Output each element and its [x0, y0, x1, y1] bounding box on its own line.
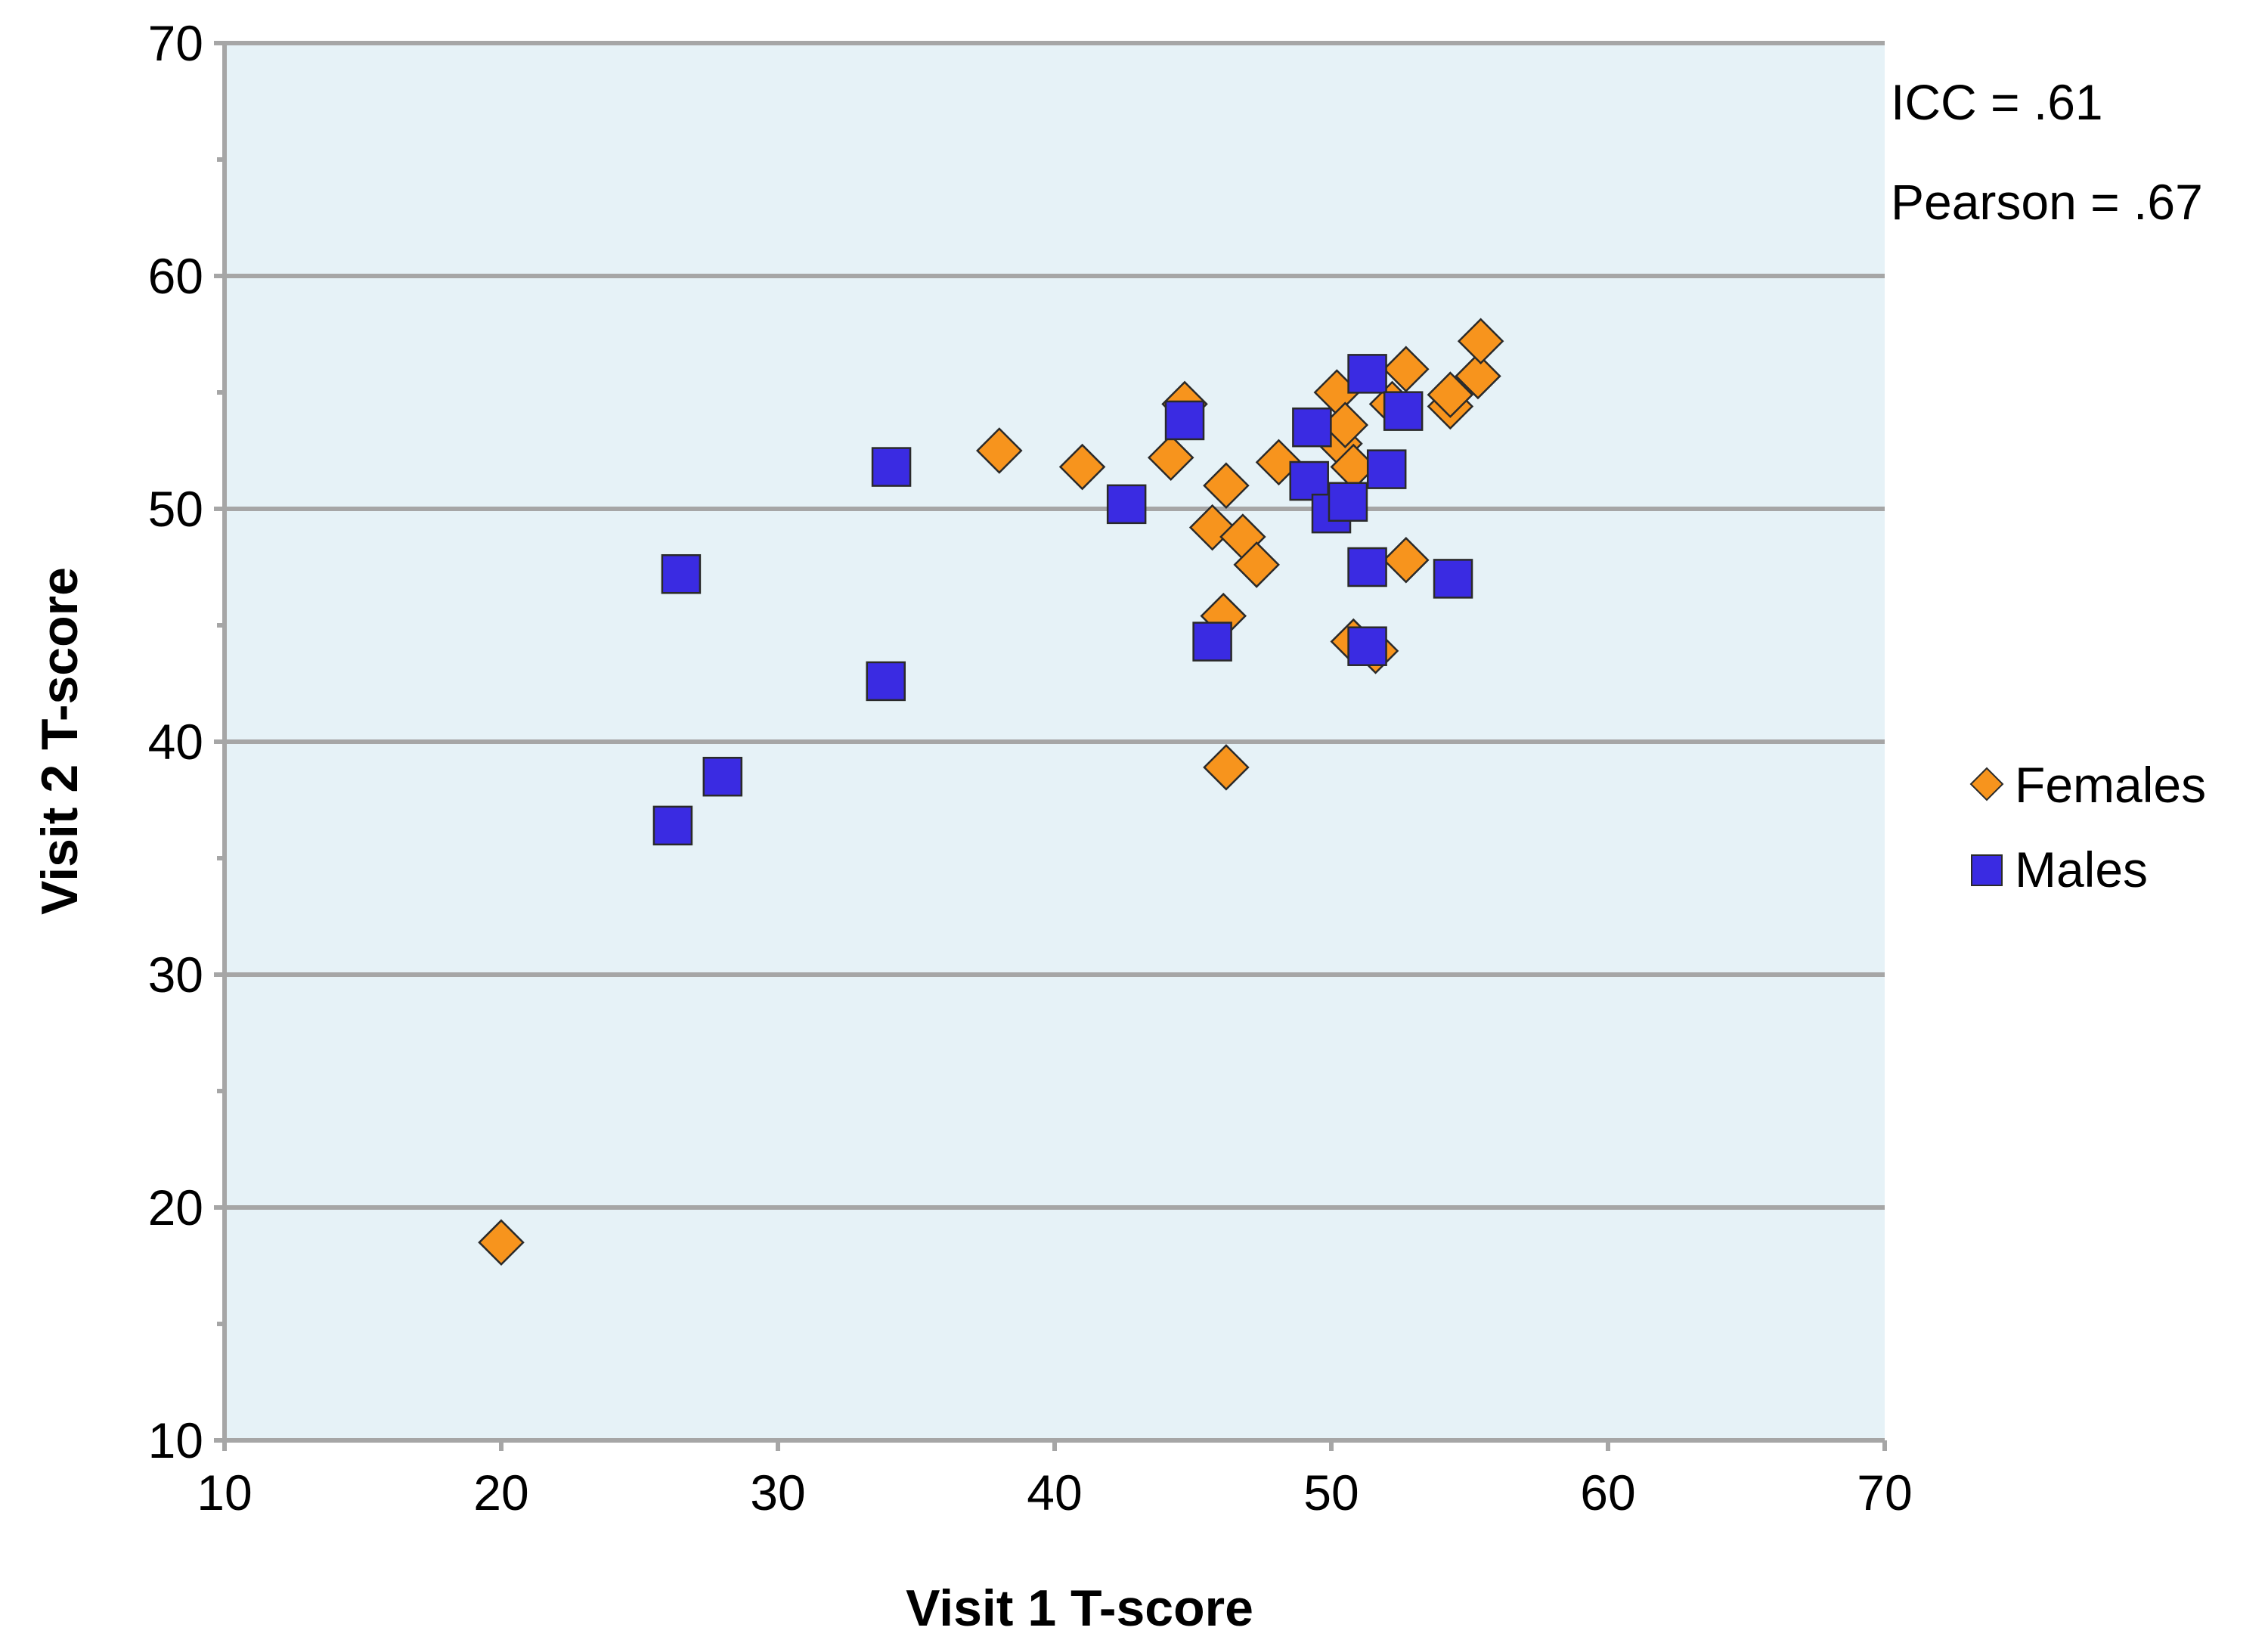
male-point	[866, 661, 906, 702]
male-point	[1347, 626, 1387, 666]
female-point	[1233, 541, 1280, 588]
male-point	[1366, 449, 1407, 489]
female-point	[1058, 443, 1106, 491]
female-point	[478, 1219, 525, 1266]
female-point	[1147, 434, 1194, 482]
legend-males-label: Males	[2015, 842, 2148, 897]
male-point	[1347, 354, 1387, 394]
legend-females-marker	[1969, 767, 2004, 801]
y-tick-label: 40	[148, 714, 203, 770]
legend: Females Males	[1969, 757, 2206, 897]
x-tick-label: 20	[473, 1465, 528, 1521]
legend-females-label: Females	[2015, 757, 2206, 813]
male-point	[1347, 547, 1387, 587]
pearson-annotation: Pearson = .67	[1891, 174, 2203, 230]
x-tick-label: 40	[1027, 1465, 1082, 1521]
female-point	[1203, 744, 1250, 791]
female-point	[976, 427, 1023, 474]
male-point	[1164, 400, 1205, 441]
x-tick-label: 50	[1303, 1465, 1359, 1521]
male-point	[1328, 482, 1368, 522]
female-point	[1383, 536, 1430, 584]
male-point	[1289, 460, 1329, 501]
female-point	[1455, 352, 1501, 400]
y-tick-label: 50	[148, 481, 203, 537]
male-point	[1383, 391, 1424, 431]
male-point	[702, 756, 743, 797]
female-point	[1383, 346, 1430, 392]
y-tick-label: 70	[148, 15, 203, 71]
male-point	[661, 553, 702, 594]
x-tick-label: 10	[197, 1465, 252, 1521]
x-tick-label: 70	[1857, 1465, 1912, 1521]
female-point	[1203, 462, 1250, 509]
female-point	[1457, 318, 1504, 365]
male-point	[1106, 484, 1147, 525]
y-tick-label: 60	[148, 248, 203, 304]
male-point	[1292, 407, 1332, 448]
male-point	[1433, 559, 1473, 599]
y-tick-label: 30	[148, 947, 203, 1003]
legend-males-marker	[1971, 854, 2003, 886]
x-tick-label: 30	[750, 1465, 805, 1521]
icc-annotation: ICC = .61	[1891, 74, 2103, 130]
x-axis-label: Visit 1 T-score	[906, 1579, 1253, 1637]
gridlines	[225, 41, 1885, 1210]
data-points	[478, 318, 1504, 1266]
y-tick-label: 20	[148, 1180, 203, 1235]
tick-labels: 10 20 30 40 50 60 70 10 20 30 40 50 60 70	[148, 15, 1913, 1521]
female-point	[1427, 371, 1474, 418]
x-tick-label: 60	[1580, 1465, 1635, 1521]
male-point	[652, 805, 693, 846]
male-point	[871, 447, 912, 487]
y-tick-label: 10	[148, 1412, 203, 1468]
axes	[214, 41, 1887, 1451]
male-point	[1192, 622, 1232, 662]
y-axis-label: Visit 2 T-score	[31, 567, 88, 915]
